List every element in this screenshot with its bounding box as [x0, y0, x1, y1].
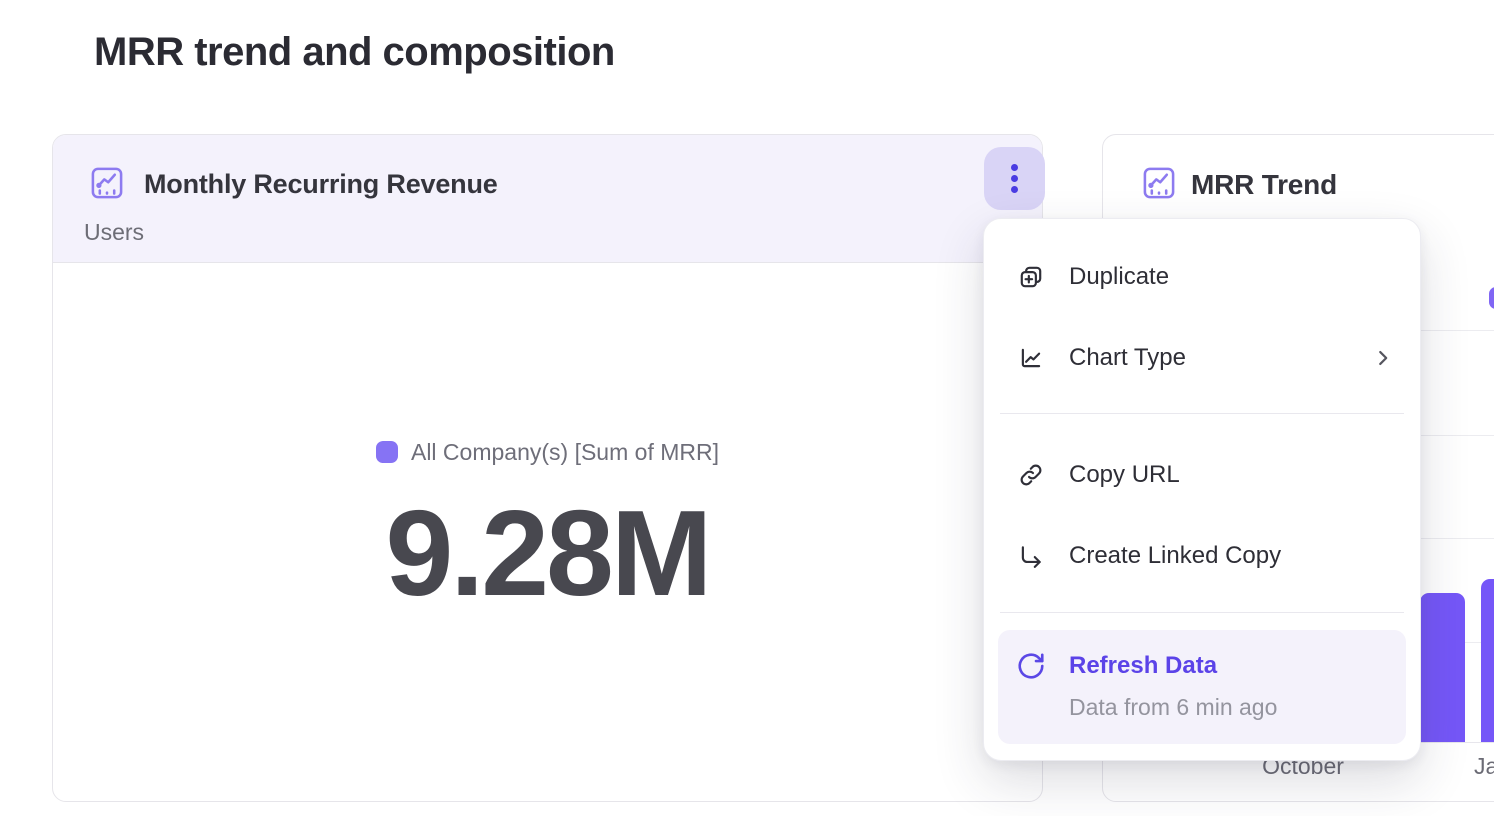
mrr-card: Monthly Recurring Revenue Users All Comp… [52, 134, 1043, 802]
corner-down-right-icon [1018, 543, 1044, 569]
menu-item-copy-url[interactable]: Copy URL [998, 447, 1406, 503]
context-menu: Duplicate Chart Type [983, 218, 1421, 761]
chevron-right-icon [1372, 347, 1394, 369]
mrr-card-header: Monthly Recurring Revenue Users [53, 135, 1042, 263]
bar-october[interactable] [1420, 593, 1465, 742]
menu-item-label: Chart Type [1069, 344, 1186, 371]
bar-january[interactable] [1481, 579, 1494, 742]
menu-item-label: Create Linked Copy [1069, 542, 1282, 569]
page-title: MRR trend and composition [94, 30, 615, 74]
kpi-value: 9.28M [385, 484, 712, 621]
mrr-card-title: Monthly Recurring Revenue [144, 169, 498, 199]
menu-item-duplicate[interactable]: Duplicate [998, 249, 1406, 305]
line-chart-icon [1141, 165, 1177, 201]
legend: All Company(s) [Sum of MRR] [375, 438, 719, 466]
trend-legend-swatch [1489, 287, 1494, 309]
menu-item-label: Copy URL [1069, 461, 1180, 488]
legend-swatch [375, 441, 398, 463]
mrr-card-body: All Company(s) [Sum of MRR] 9.28M [53, 257, 1042, 795]
trend-card-title: MRR Trend [1191, 169, 1337, 200]
chart-type-icon [1018, 345, 1044, 371]
menu-divider [1000, 413, 1404, 414]
menu-item-create-linked-copy[interactable]: Create Linked Copy [998, 528, 1406, 584]
menu-item-refresh-data[interactable]: Refresh Data Data from 6 min ago [998, 630, 1406, 744]
vertical-ellipsis-icon [1011, 160, 1018, 197]
refresh-label: Refresh Data [1069, 652, 1218, 679]
mrr-card-subtitle: Users [84, 219, 145, 245]
duplicate-icon [1018, 264, 1044, 290]
refresh-icon [1016, 651, 1046, 681]
menu-item-chart-type[interactable]: Chart Type [998, 330, 1406, 386]
trend-card-header: MRR Trend [1103, 135, 1494, 263]
refresh-sublabel: Data from 6 min ago [1069, 694, 1278, 720]
x-axis-label: Ja [1474, 753, 1494, 779]
link-icon [1018, 462, 1044, 488]
menu-divider [1000, 612, 1404, 613]
legend-label: All Company(s) [Sum of MRR] [410, 438, 719, 465]
card-menu-button[interactable] [984, 147, 1045, 210]
line-chart-icon [89, 165, 125, 201]
menu-item-label: Duplicate [1069, 263, 1170, 290]
